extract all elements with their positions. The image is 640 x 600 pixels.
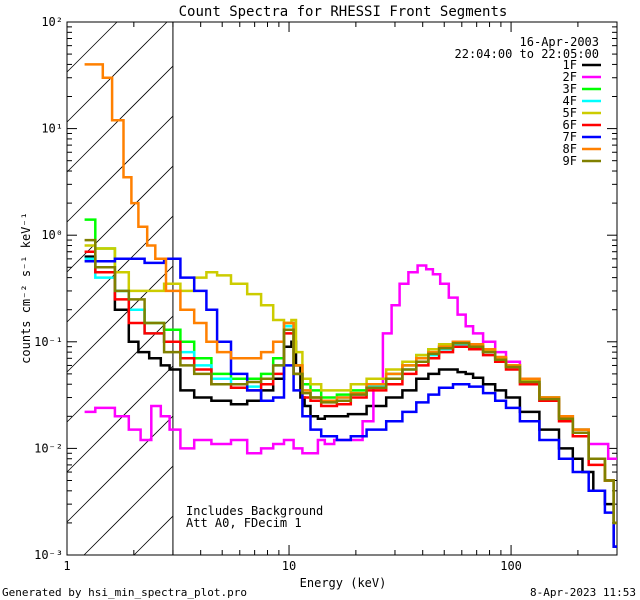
hatch-line xyxy=(66,215,174,323)
x-axis-label: Energy (keV) xyxy=(300,576,387,590)
hatch-line xyxy=(66,21,118,73)
series-8f xyxy=(84,63,617,525)
date-label: 16-Apr-2003 xyxy=(520,35,599,49)
series-1f xyxy=(84,255,617,548)
legend-label-2f: 2F xyxy=(563,70,577,84)
legend-label-4f: 4F xyxy=(563,94,577,108)
legend-label-5f: 5F xyxy=(563,106,577,120)
legend-label-1f: 1F xyxy=(563,58,577,72)
legend-label-7f: 7F xyxy=(563,130,577,144)
plot-frame xyxy=(66,21,618,556)
hatch-line xyxy=(133,515,174,556)
axes: 1 10 100 10⁻³ 10⁻² 10⁻¹ 10⁰ 10¹ 10² xyxy=(34,15,618,573)
hatch-line xyxy=(66,265,174,373)
chart-title: Count Spectra for RHESSI Front Segments xyxy=(179,4,508,20)
legend-label-3f: 3F xyxy=(563,82,577,96)
y-axis-label: counts cm⁻² s⁻¹ keV⁻¹ xyxy=(19,212,33,364)
legend-label-9f: 9F xyxy=(563,154,577,168)
hatched-low-energy-region xyxy=(66,21,174,556)
y-tick-label: 10⁰ xyxy=(41,228,63,242)
info-box: 16-Apr-2003 22:04:00 to 22:05:00 xyxy=(455,35,600,61)
annotation-attenuator: Att A0, FDecim 1 xyxy=(186,516,302,530)
y-tick-label: 10⁻³ xyxy=(34,548,63,562)
hatch-line xyxy=(66,365,174,473)
y-tick-label: 10⁻² xyxy=(34,441,63,455)
time-range-label: 22:04:00 to 22:05:00 xyxy=(455,47,600,61)
data-series xyxy=(84,63,617,548)
y-tick-label: 10¹ xyxy=(41,122,63,136)
series-3f xyxy=(84,218,617,525)
hatch-line xyxy=(66,415,174,523)
annotation-background: Includes Background xyxy=(186,504,323,518)
legend-label-8f: 8F xyxy=(563,142,577,156)
legend-label-6f: 6F xyxy=(563,118,577,132)
x-tick-label: 1 xyxy=(63,559,70,573)
hatch-line xyxy=(66,115,174,223)
hatch-line xyxy=(83,465,174,556)
x-tick-label: 100 xyxy=(500,559,522,573)
hatch-line xyxy=(66,165,174,273)
series-9f xyxy=(84,238,617,525)
x-tick-label: 10 xyxy=(282,559,296,573)
footer-timestamp: 8-Apr-2023 11:53 xyxy=(530,586,636,599)
y-tick-label: 10² xyxy=(41,15,63,29)
hatch-line xyxy=(66,21,168,123)
y-tick-label: 10⁻¹ xyxy=(34,335,63,349)
footer-generated-by: Generated by hsi_min_spectra_plot.pro xyxy=(2,586,247,599)
series-2f xyxy=(84,264,617,460)
series-7f xyxy=(84,257,617,548)
